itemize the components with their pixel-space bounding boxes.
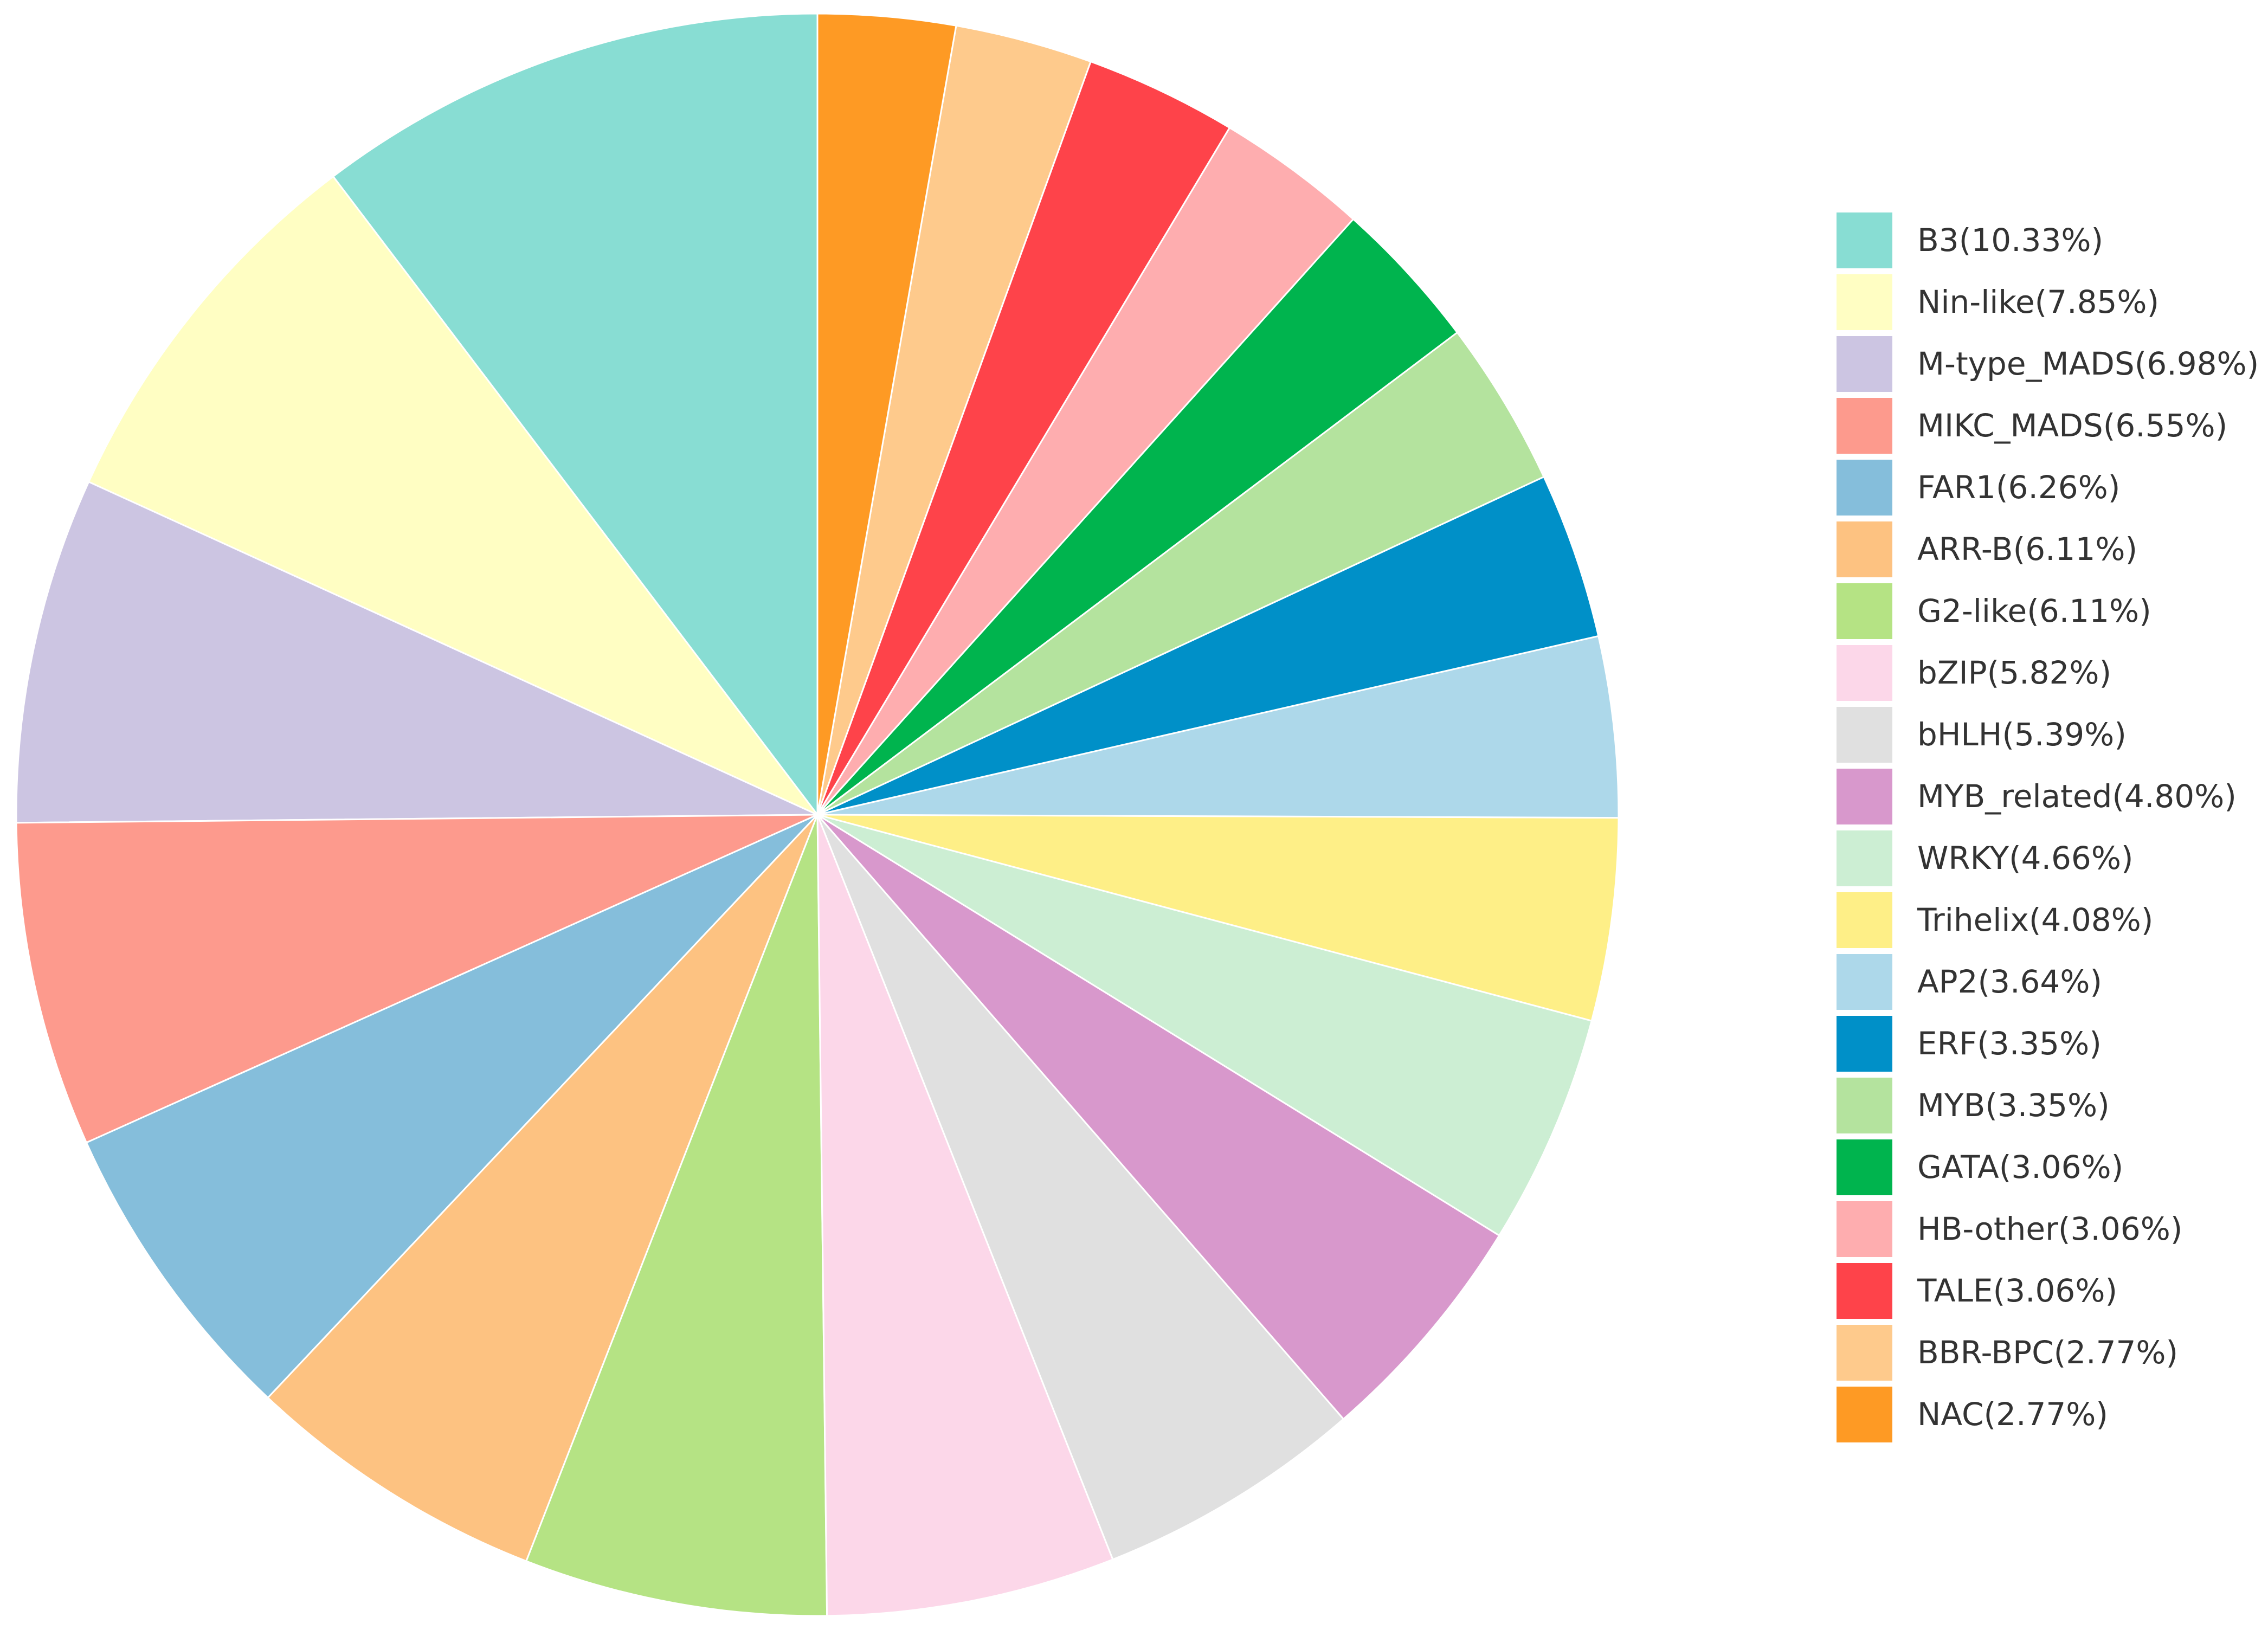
legend-label: BBR-BPC(2.77%) (1917, 1334, 2179, 1371)
legend-item-19: NAC(2.77%) (1837, 1383, 2265, 1445)
legend-item-6: G2-like(6.11%) (1837, 580, 2265, 642)
legend-swatch (1837, 583, 1892, 639)
legend-swatch (1837, 459, 1892, 516)
legend-label: AP2(3.64%) (1917, 963, 2103, 1000)
legend-item-1: Nin-like(7.85%) (1837, 271, 2265, 333)
legend-label: NAC(2.77%) (1917, 1396, 2109, 1433)
legend-item-9: MYB_related(4.80%) (1837, 765, 2265, 827)
legend-swatch (1837, 1201, 1892, 1257)
legend-item-5: ARR-B(6.11%) (1837, 518, 2265, 580)
legend-label: B3(10.33%) (1917, 222, 2104, 259)
legend-swatch (1837, 706, 1892, 763)
legend-item-13: ERF(3.35%) (1837, 1013, 2265, 1074)
pie-slice-9 (816, 814, 1500, 1420)
legend-swatch (1837, 830, 1892, 886)
pie-slice-16 (816, 126, 1355, 816)
legend-swatch (1837, 521, 1892, 577)
legend-swatch (1837, 768, 1892, 824)
legend-item-14: MYB(3.35%) (1837, 1074, 2265, 1136)
pie-slice-19 (816, 12, 957, 815)
legend-label: ERF(3.35%) (1917, 1025, 2102, 1062)
legend-item-8: bHLH(5.39%) (1837, 704, 2265, 765)
legend-item-10: WRKY(4.66%) (1837, 827, 2265, 889)
pie-slice-0 (332, 12, 819, 817)
legend-item-4: FAR1(6.26%) (1837, 456, 2265, 518)
legend-label: MIKC_MADS(6.55%) (1917, 407, 2228, 444)
legend: B3(10.33%) Nin-like(7.85%) M-type_MADS(6.9… (1837, 209, 2265, 1445)
pie-slice-11 (817, 814, 1620, 1022)
pie-slice-17 (816, 60, 1231, 815)
legend-label: WRKY(4.66%) (1917, 840, 2134, 877)
legend-item-18: BBR-BPC(2.77%) (1837, 1322, 2265, 1383)
legend-item-3: MIKC_MADS(6.55%) (1837, 395, 2265, 456)
pie-slice-12 (817, 635, 1620, 819)
legend-swatch (1837, 1077, 1892, 1133)
pie-slice-10 (817, 814, 1593, 1237)
pie-slice-15 (816, 218, 1459, 816)
legend-item-11: Trihelix(4.08%) (1837, 889, 2265, 951)
legend-label: Nin-like(7.85%) (1917, 284, 2160, 320)
legend-swatch (1837, 645, 1892, 701)
pie-slice-2 (15, 480, 818, 824)
legend-label: bHLH(5.39%) (1917, 716, 2127, 753)
pie-slice-5 (267, 814, 819, 1562)
legend-swatch (1837, 953, 1892, 1010)
legend-item-0: B3(10.33%) (1837, 209, 2265, 271)
pie-slice-4 (85, 814, 819, 1399)
legend-label: M-type_MADS(6.98%) (1917, 345, 2259, 382)
legend-swatch (1837, 336, 1892, 392)
legend-label: G2-like(6.11%) (1917, 592, 2151, 629)
legend-swatch (1837, 1139, 1892, 1195)
legend-item-12: AP2(3.64%) (1837, 951, 2265, 1013)
legend-label: MYB_related(4.80%) (1917, 778, 2237, 815)
legend-label: bZIP(5.82%) (1917, 654, 2112, 691)
pie-slice-18 (816, 24, 1092, 815)
legend-swatch (1837, 397, 1892, 454)
pie-slice-7 (816, 814, 1114, 1617)
pie-slice-14 (817, 331, 1545, 816)
pie-slice-6 (525, 814, 828, 1617)
legend-item-2: M-type_MADS(6.98%) (1837, 333, 2265, 395)
legend-swatch (1837, 1324, 1892, 1381)
legend-item-7: bZIP(5.82%) (1837, 642, 2265, 704)
legend-swatch (1837, 1262, 1892, 1319)
legend-label: ARR-B(6.11%) (1917, 531, 2138, 568)
legend-label: HB-other(3.06%) (1917, 1210, 2183, 1247)
legend-label: GATA(3.06%) (1917, 1149, 2124, 1186)
legend-label: TALE(3.06%) (1917, 1272, 2118, 1309)
legend-swatch (1837, 1015, 1892, 1072)
legend-label: Trihelix(4.08%) (1917, 901, 2154, 938)
legend-item-16: HB-other(3.06%) (1837, 1198, 2265, 1260)
pie-slice-3 (15, 814, 818, 1144)
legend-swatch (1837, 1386, 1892, 1442)
legend-swatch (1837, 274, 1892, 330)
pie-slice-8 (816, 814, 1345, 1561)
legend-label: MYB(3.35%) (1917, 1087, 2110, 1124)
pie-slice-13 (817, 475, 1600, 816)
legend-swatch (1837, 892, 1892, 948)
legend-label: FAR1(6.26%) (1917, 469, 2121, 506)
pie-slice-1 (87, 175, 819, 816)
legend-swatch (1837, 212, 1892, 268)
legend-item-15: GATA(3.06%) (1837, 1136, 2265, 1198)
legend-item-17: TALE(3.06%) (1837, 1260, 2265, 1322)
